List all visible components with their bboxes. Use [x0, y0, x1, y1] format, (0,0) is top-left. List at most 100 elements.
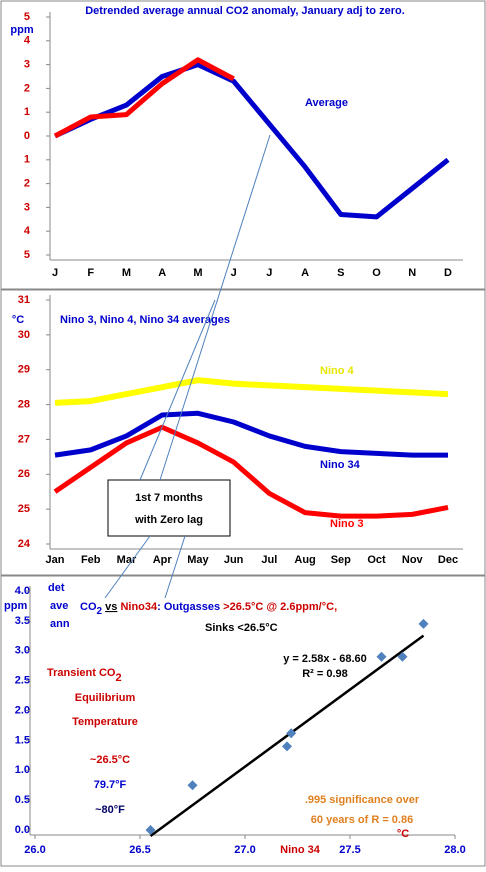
y-axis-label: °C: [12, 314, 24, 326]
title-part: : Outgasses: [157, 601, 223, 613]
series-line: [53, 57, 235, 139]
series-line: [53, 424, 449, 519]
note-part: Transient CO: [47, 667, 116, 679]
note: 60 years of R = 0.86: [311, 814, 413, 826]
x-tick-label: Nov: [402, 554, 424, 566]
x-tick-label: Apr: [153, 554, 173, 566]
y-tick-label: 31: [18, 294, 30, 306]
x-tick-label: J: [231, 267, 237, 279]
series-line: [54, 410, 448, 458]
note: ~80°F: [95, 804, 125, 816]
x-tick-label: Jul: [261, 554, 277, 566]
x-tick-label: S: [337, 267, 344, 279]
note-box: [107, 479, 231, 537]
x-tick-label: J: [266, 267, 272, 279]
y-tick-label: 2: [24, 178, 30, 190]
y-tick-label: 25: [18, 503, 30, 515]
equation: y = 2.58x - 68.60: [283, 653, 366, 665]
chart-title: Detrended average annual CO2 anomaly, Ja…: [85, 5, 405, 17]
note: Equilibrium: [75, 692, 136, 704]
x-tick-label: M: [122, 267, 131, 279]
point: [397, 651, 408, 662]
x-tick-label: 26.5: [129, 844, 150, 856]
series-line: [53, 62, 450, 220]
x-tick-label: M: [193, 267, 202, 279]
x-tick-label: D: [444, 267, 452, 279]
x-tick-label: J: [52, 267, 58, 279]
x-tick-label: 27.5: [339, 844, 360, 856]
point: [286, 728, 297, 739]
y-tick-label: 1.5: [15, 734, 30, 746]
x-tick-label: Sep: [331, 554, 351, 566]
x-tick-label: Oct: [367, 554, 386, 566]
note: Transient CO2: [47, 667, 122, 684]
series-label: Average: [305, 97, 348, 109]
x-tick-label: 27.0: [234, 844, 255, 856]
x-tick-label: Jan: [46, 554, 65, 566]
x-axis-unit: °C: [397, 828, 409, 840]
panel: [0, 0, 486, 290]
note-part: 2: [115, 672, 121, 684]
y-tick-label: 3.5: [15, 615, 30, 627]
y-tick-label: 28: [18, 398, 30, 410]
x-tick-label: O: [372, 267, 381, 279]
point: [376, 651, 387, 662]
y-axis-label: ave: [50, 600, 68, 612]
y-tick-label: 1.0: [15, 764, 30, 776]
x-tick-label: Jun: [224, 554, 244, 566]
x-tick-label: A: [301, 267, 309, 279]
x-tick-label: May: [187, 554, 209, 566]
chart-title: Nino 3, Nino 4, Nino 34 averages: [60, 314, 230, 326]
series-line: [54, 377, 449, 406]
y-tick-label: 3.0: [15, 645, 30, 657]
y-tick-label: 26: [18, 468, 30, 480]
y-tick-label: 4: [24, 35, 31, 47]
y-tick-label: 2: [24, 82, 30, 94]
note: with Zero lag: [134, 514, 203, 526]
y-tick-label: 2.5: [15, 675, 30, 687]
chart-title: CO2 vs Nino34: Outgasses >26.5°C @ 2.6pp…: [80, 601, 337, 617]
x-tick-label: Dec: [438, 554, 458, 566]
y-tick-label: 5: [24, 11, 30, 23]
y-tick-label: 29: [18, 364, 30, 376]
title-part: >26.5°C @ 2.6ppm/°C,: [223, 601, 337, 613]
y-tick-label: 1: [24, 154, 30, 166]
y-tick-label: 5: [24, 249, 30, 261]
x-tick-label: N: [408, 267, 416, 279]
note: ~26.5°C: [90, 754, 130, 766]
x-tick-label: F: [87, 267, 94, 279]
series-label: Nino 3: [330, 518, 364, 530]
y-tick-label: 3: [24, 59, 30, 71]
subtitle: Sinks <26.5°C: [205, 622, 278, 634]
x-tick-label: 26.0: [24, 844, 45, 856]
y-tick-label: 1: [24, 106, 30, 118]
pointer: [104, 535, 151, 599]
title-part: Nino34: [120, 601, 158, 613]
pointer: [159, 134, 271, 481]
title-part: 2: [97, 606, 103, 617]
y-axis-label: ppm: [10, 24, 33, 36]
note: 79.7°F: [94, 779, 127, 791]
x-tick-label: Feb: [81, 554, 101, 566]
trendline: [149, 634, 425, 838]
title-part: CO: [80, 601, 97, 613]
panel: [0, 289, 486, 576]
y-tick-label: 0: [24, 130, 30, 142]
y-tick-label: 27: [18, 433, 30, 445]
note: 1st 7 months: [135, 492, 203, 504]
note: .995 significance over: [305, 794, 420, 806]
y-tick-label: 4.0: [15, 585, 30, 597]
series-label: Nino 34: [320, 459, 361, 471]
y-tick-label: 0.0: [15, 824, 30, 836]
x-tick-label: Aug: [294, 554, 315, 566]
y-tick-label: 3: [24, 201, 30, 213]
r-squared: R² = 0.98: [302, 668, 348, 680]
x-axis-label: Nino 34: [280, 844, 321, 856]
point: [187, 780, 198, 791]
pointer: [139, 299, 216, 481]
y-tick-label: 30: [18, 329, 30, 341]
y-tick-label: 0.5: [15, 794, 30, 806]
y-axis-label: ppm: [4, 600, 27, 612]
y-axis-label: ann: [50, 618, 70, 630]
